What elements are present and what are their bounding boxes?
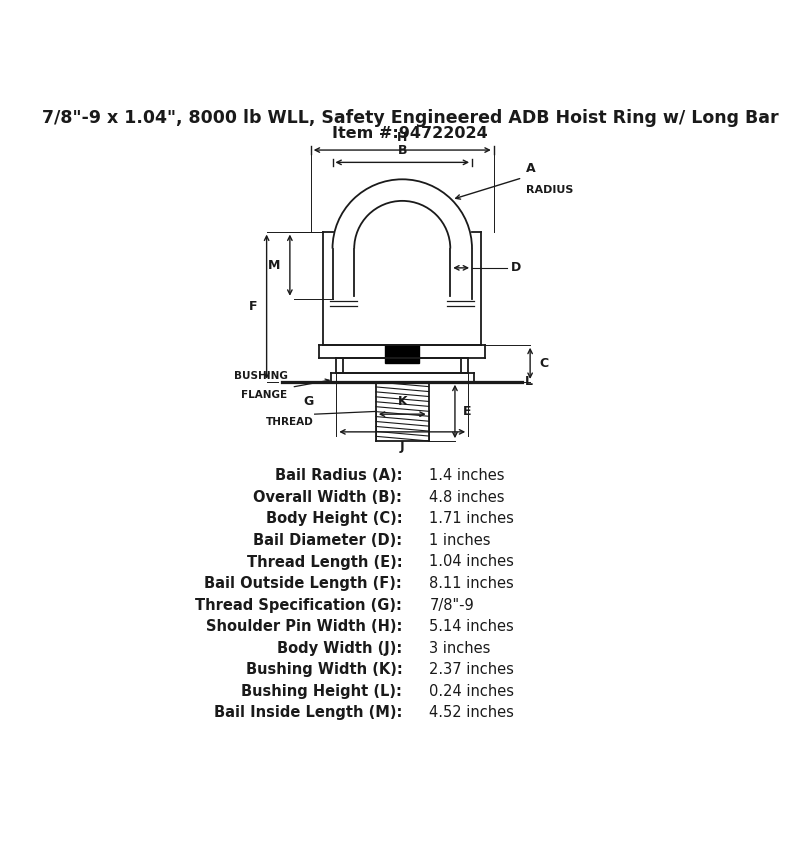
Text: Bail Radius (A):: Bail Radius (A): xyxy=(274,468,402,484)
Text: C: C xyxy=(539,356,549,370)
Text: Bail Outside Length (F):: Bail Outside Length (F): xyxy=(205,576,402,591)
Text: 7/8"-9 x 1.04", 8000 lb WLL, Safety Engineered ADB Hoist Ring w/ Long Bar: 7/8"-9 x 1.04", 8000 lb WLL, Safety Engi… xyxy=(42,109,778,127)
Text: 8.11 inches: 8.11 inches xyxy=(430,576,514,591)
Text: A: A xyxy=(526,161,536,174)
Text: D: D xyxy=(510,261,521,274)
Text: Thread Length (E):: Thread Length (E): xyxy=(246,555,402,570)
Text: BUSHING: BUSHING xyxy=(234,371,287,381)
Text: RADIUS: RADIUS xyxy=(526,186,574,196)
Text: Overall Width (B):: Overall Width (B): xyxy=(254,490,402,505)
Text: M: M xyxy=(268,259,281,271)
Text: Body Height (C):: Body Height (C): xyxy=(266,511,402,527)
Text: B: B xyxy=(398,144,407,157)
Text: Bail Inside Length (M):: Bail Inside Length (M): xyxy=(214,705,402,721)
Text: FLANGE: FLANGE xyxy=(242,390,287,400)
Text: Bail Diameter (D):: Bail Diameter (D): xyxy=(253,533,402,548)
Text: 4.8 inches: 4.8 inches xyxy=(430,490,505,505)
Text: Bushing Height (L):: Bushing Height (L): xyxy=(242,684,402,699)
Text: 7/8"-9: 7/8"-9 xyxy=(430,598,474,612)
Text: Bushing Width (K):: Bushing Width (K): xyxy=(246,662,402,677)
Text: Thread Specification (G):: Thread Specification (G): xyxy=(195,598,402,612)
Bar xyxy=(386,344,419,362)
Text: 0.24 inches: 0.24 inches xyxy=(430,684,514,699)
Text: THREAD: THREAD xyxy=(266,417,313,427)
Text: K: K xyxy=(398,395,407,408)
Text: F: F xyxy=(249,301,258,314)
Text: Body Width (J):: Body Width (J): xyxy=(277,641,402,655)
Text: E: E xyxy=(462,405,471,418)
Text: G: G xyxy=(303,395,313,408)
Text: 1.4 inches: 1.4 inches xyxy=(430,468,505,484)
Text: 1 inches: 1 inches xyxy=(430,533,491,548)
Text: 3 inches: 3 inches xyxy=(430,641,490,655)
Text: J: J xyxy=(400,440,405,453)
Text: Item #:94722024: Item #:94722024 xyxy=(332,125,488,141)
Text: L: L xyxy=(525,375,533,388)
Text: 5.14 inches: 5.14 inches xyxy=(430,619,514,634)
Text: H: H xyxy=(397,131,407,144)
Text: 4.52 inches: 4.52 inches xyxy=(430,705,514,721)
Text: 1.71 inches: 1.71 inches xyxy=(430,511,514,527)
Text: 2.37 inches: 2.37 inches xyxy=(430,662,514,677)
Text: 1.04 inches: 1.04 inches xyxy=(430,555,514,570)
Text: Shoulder Pin Width (H):: Shoulder Pin Width (H): xyxy=(206,619,402,634)
